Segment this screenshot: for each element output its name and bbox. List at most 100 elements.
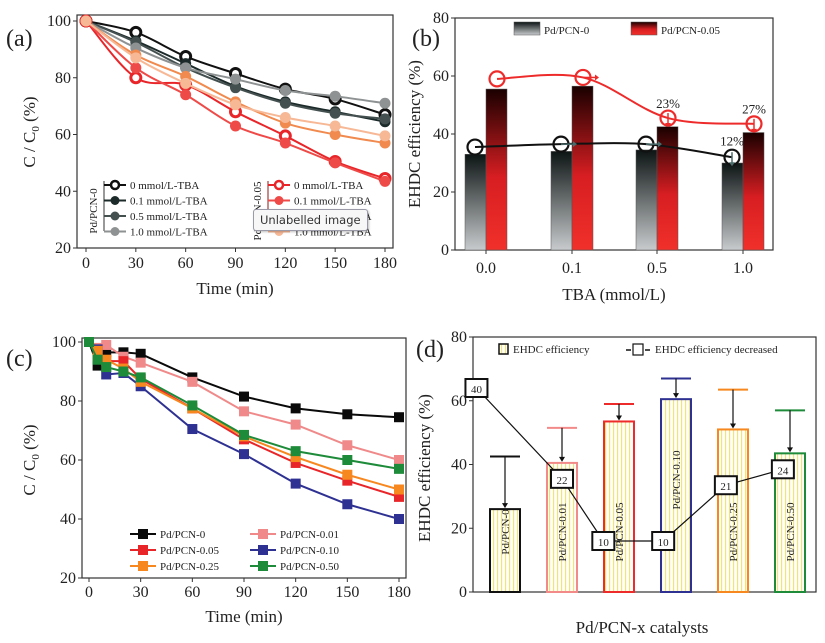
legend-label: Pd/PCN-0 [544,25,590,37]
arrow-head [595,74,599,81]
arrow-head [751,128,757,133]
arrow-head [502,503,508,509]
data-point [342,499,353,510]
x-tick-label: 180 [387,584,411,601]
trend-line [496,73,755,125]
data-point [239,429,249,440]
data-point [379,130,391,142]
bar-pd-pcn-0-05 [571,85,594,251]
legend-group-title: Pd/PCN-0 [88,188,100,234]
data-point [239,406,249,417]
data-point [187,376,198,387]
data-point [130,52,142,64]
data-point [129,71,143,85]
x-tick-label: 180 [373,255,397,272]
data-point [92,345,103,356]
data-point [290,446,301,457]
data-point [80,15,92,27]
y-tick-label: 60 [433,68,449,85]
arrow-head [673,393,679,399]
data-point [130,62,142,74]
data-point [290,403,301,414]
legend-marker [258,561,268,571]
decrease-value-label: 22 [557,475,568,487]
x-tick-label: 0.5 [647,260,667,277]
data-point [290,457,301,468]
legend-marker [138,529,148,539]
data-point [394,514,404,524]
decrease-value-label: 10 [598,537,610,549]
y-tick-label: 0 [441,242,449,259]
data-point [135,372,146,383]
legend-label: 0.5 mmol/L-TBA [130,211,208,223]
data-point [329,107,341,119]
legend-label: Pd/PCN-0.05 [160,545,219,557]
data-point [230,82,241,94]
decrease-value-label: 10 [658,537,670,549]
data-point [290,419,301,430]
x-tick-label: 30 [128,255,144,272]
bar-pd-pcn-0 [721,162,744,251]
panel-c-label: (c) [6,346,33,372]
panel-c-ylabel: C / C0 (%) [20,424,42,495]
data-point [394,491,404,502]
panel-b-label: (b) [412,26,440,52]
legend-swatch-pd-pcn-0-05 [630,21,658,36]
data-point [101,339,112,350]
marker-circle [466,138,484,156]
decrease-value-box [464,378,489,398]
arrow-head [559,456,565,462]
panel-d-ylabel: EHDC efficiency (%) [415,394,434,542]
data-point [101,369,112,380]
legend-label: EHDC efficiency decreased [655,344,778,356]
arrow-head [787,447,793,453]
legend-label: 1.0 mmol/L-TBA [130,227,208,239]
data-point [92,354,103,365]
data-point [394,484,404,495]
x-tick-label: 0 [85,584,93,601]
data-point [101,354,112,365]
efficiency-bar [660,398,692,593]
arrow-head [729,162,735,167]
y-tick-label: 60 [60,452,76,469]
bar-category-label: Pd/PCN-0.05 [614,502,626,561]
annotation-label: 12% [720,134,744,149]
data-point [230,99,241,111]
data-point [135,348,146,359]
legend-label: 0.1 mmol/L-TBA [294,196,372,208]
decrease-value-box [550,468,574,489]
data-point [379,113,391,125]
bar-pd-pcn-0 [464,154,487,251]
tooltip: Unlabelled image [253,209,368,231]
arrow-head [573,141,577,148]
x-tick-label: 30 [133,584,149,601]
data-point [84,337,94,347]
legend-marker [258,529,268,539]
data-point [180,62,192,74]
bar-category-label: Pd/PCN-0 [500,509,512,555]
y-tick-label: 80 [433,10,449,27]
data-point [230,73,241,85]
y-tick-label: 60 [55,127,71,144]
legend-label: Pd/PCN-0.10 [280,545,339,557]
y-tick-label: 20 [60,570,76,587]
legend-marker [110,227,120,236]
legend-marker [110,211,120,221]
bar-category-label: Pd/PCN-0.01 [557,503,569,562]
legend-swatch-decrease [632,343,644,356]
data-point [101,347,112,358]
panel-a-label: (a) [6,26,33,52]
efficiency-bar [717,428,749,593]
decrease-value-box [713,475,738,496]
data-point [230,120,241,132]
data-point [329,90,341,102]
y-tick-label: 100 [52,334,76,351]
x-tick-label: 60 [178,255,194,272]
x-tick-label: 0.0 [476,260,496,277]
legend-label: 0 mmol/L-TBA [294,180,363,192]
legend-label: Pd/PCN-0.50 [280,561,339,573]
data-point [101,362,112,373]
data-point [290,478,301,489]
y-tick-label: 40 [433,126,449,143]
